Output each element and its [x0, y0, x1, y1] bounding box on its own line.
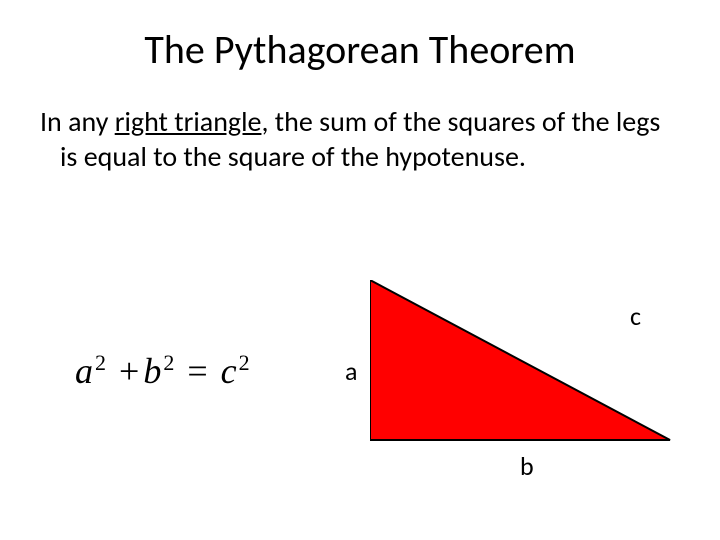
- triangle-label-c: c: [630, 300, 641, 332]
- triangle-label-b: b: [520, 450, 534, 482]
- triangle-diagram: a b c: [370, 280, 680, 480]
- formula-c: c: [221, 351, 237, 391]
- theorem-statement: In any right triangle, the sum of the sq…: [20, 104, 720, 174]
- pythagorean-formula: a2 +b2 = c2: [75, 350, 250, 392]
- formula-b: b: [143, 351, 161, 391]
- formula-a: a: [75, 351, 93, 391]
- page-title: The Pythagorean Theorem: [0, 0, 720, 104]
- formula-plus: +: [119, 351, 139, 391]
- formula-b-sq: 2: [163, 350, 174, 375]
- formula-eq: =: [187, 351, 207, 391]
- triangle-shape: [370, 280, 670, 440]
- body-underlined: right triangle: [115, 104, 262, 139]
- formula-c-sq: 2: [239, 350, 250, 375]
- triangle-label-a: a: [345, 355, 357, 387]
- body-prefix: In any: [40, 104, 115, 139]
- formula-a-sq: 2: [95, 350, 106, 375]
